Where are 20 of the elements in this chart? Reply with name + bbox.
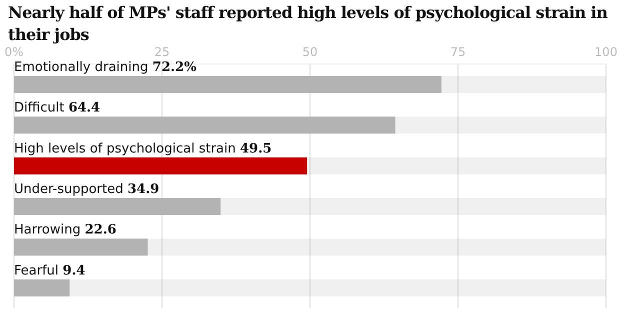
y-tick-label: Fearful	[14, 263, 63, 278]
bar	[14, 238, 148, 256]
x-tick-label: 50	[302, 45, 318, 59]
x-tick-label: 75	[450, 45, 466, 59]
bar	[14, 279, 70, 296]
y-tick-label: Under-supported	[14, 182, 128, 197]
data-label: 72.2%	[152, 60, 198, 75]
data-label: 64.4	[68, 100, 100, 116]
y-tick-label: Difficult	[14, 100, 68, 116]
y-tick-label: Emotionally draining	[14, 60, 152, 75]
x-tick-label: 100	[594, 45, 618, 59]
data-label: 49.5	[240, 141, 272, 156]
data-label: 34.9	[128, 182, 160, 197]
data-label: 9.4	[62, 263, 86, 278]
data-label: 22.6	[84, 222, 116, 238]
y-tick-label: Harrowing	[14, 222, 85, 238]
y-tick-label: High levels of psychological strain	[14, 141, 240, 156]
x-tick-label: 25	[154, 45, 170, 59]
x-tick-label: 0%	[4, 45, 24, 59]
chart-title: Nearly half of MPs' staff reported high levels of psychological strain in their jobs	[8, 2, 608, 46]
